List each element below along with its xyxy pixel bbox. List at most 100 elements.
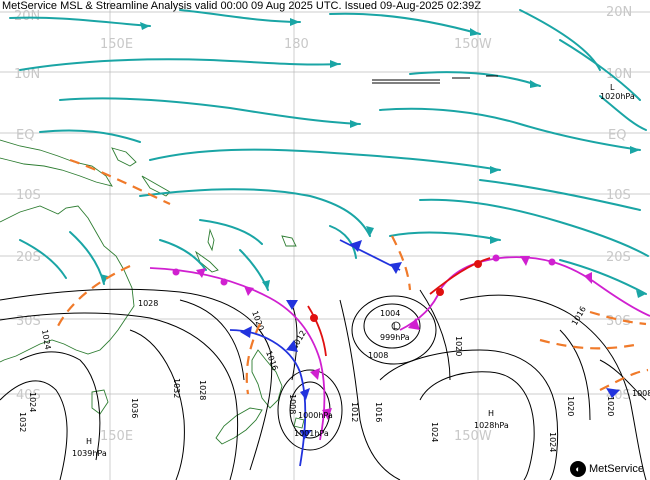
streamlines [9, 9, 649, 295]
trough-line [245, 323, 261, 395]
streamline [19, 239, 67, 279]
streamline [409, 71, 541, 87]
isobar-label: 1016 [570, 305, 588, 327]
streamline [329, 225, 357, 259]
isobar [0, 312, 239, 480]
streamline [559, 39, 641, 101]
streamline [559, 259, 647, 295]
svg-text:1020hPa: 1020hPa [600, 92, 635, 101]
warm-front-semicircle [436, 288, 444, 296]
streamline [419, 198, 649, 257]
brand-logo: ◐ MetService [569, 461, 644, 477]
occluded-front [399, 256, 650, 331]
brand-name: MetService [588, 463, 644, 475]
streamline-arrow [490, 236, 500, 244]
isobar-label: 1008 [368, 351, 388, 360]
streamline [139, 188, 371, 237]
streamline [179, 9, 301, 23]
streamline-arrow [636, 290, 646, 298]
streamline [59, 97, 361, 125]
svg-text:1001hPa: 1001hPa [294, 429, 329, 438]
isobar [339, 299, 401, 480]
vanuatu-coast [207, 228, 215, 252]
lon-label-top: 150E [100, 37, 133, 52]
cold-front-triangle [300, 388, 310, 400]
isobar-label: 1020 [606, 396, 615, 416]
streamline [199, 219, 263, 245]
tasmania-coast [91, 389, 109, 415]
streamline [379, 107, 641, 151]
cold-front-triangle [240, 326, 252, 338]
new-guinea-coast [0, 139, 113, 187]
streamline-arrow [262, 280, 270, 290]
isobar [599, 359, 647, 401]
isobar-label: 1008 [288, 394, 297, 414]
troughs [55, 158, 649, 395]
streamline-arrow [630, 146, 640, 154]
warm-front [429, 257, 491, 295]
streamline-arrow [530, 80, 540, 88]
isobar [459, 294, 647, 480]
occluded-front-symbol [196, 268, 206, 278]
isobar-label: 1016 [374, 402, 383, 422]
isobar-label: 1008 [632, 389, 650, 398]
lat-label-left: 40S [16, 388, 41, 403]
fiji-coast [281, 235, 297, 247]
warm-front-semicircle [474, 260, 482, 268]
new-caledonia-coast [195, 250, 219, 273]
trough-line [539, 338, 641, 350]
isobar [0, 380, 68, 480]
metservice-icon: ◐ [569, 461, 586, 477]
isobar-label: 1020 [566, 396, 575, 416]
streamline [149, 148, 501, 171]
streamline [39, 129, 141, 143]
occluded-front-symbol [322, 408, 332, 420]
streamline [19, 58, 341, 71]
isobar-label: 1032 [172, 378, 181, 398]
lat-label-left: 20S [16, 250, 41, 265]
svg-text:1000hPa: 1000hPa [298, 411, 333, 420]
isobar-label: 1028 [138, 299, 158, 308]
australia-coast [0, 205, 135, 363]
occluded-front [149, 267, 326, 441]
isobar [379, 349, 559, 480]
isobar-label: 1004 [380, 309, 400, 318]
isobar [0, 288, 273, 471]
isobar [351, 295, 437, 365]
streamline [69, 231, 105, 285]
lon-label-bottom: 150W [454, 429, 492, 444]
streamline [599, 95, 647, 131]
isobar [419, 289, 451, 381]
isobar [559, 329, 591, 421]
lat-label-left: 20N [14, 9, 40, 24]
streamline-arrow [366, 226, 374, 236]
streamline [479, 179, 641, 211]
streamline [159, 239, 207, 271]
solomons-coast [141, 175, 171, 197]
front-symbols [172, 240, 620, 440]
isobar-label: 1020 [454, 336, 463, 356]
isobar-label: 1024 [548, 432, 557, 452]
lon-label-bottom: 150E [100, 429, 133, 444]
high-center: H 1039hPa [72, 437, 107, 458]
streamline [9, 16, 151, 27]
streamline-arrow [290, 18, 300, 26]
low-center: 1001hPa [294, 429, 329, 438]
streamline-arrow [350, 120, 360, 128]
isobar [363, 303, 421, 349]
trough-line [55, 265, 131, 331]
nz-outlying-coast [293, 417, 305, 429]
occluded-front-symbol [220, 278, 228, 286]
occluded-front-symbol [172, 268, 180, 276]
occluded-front-symbol [310, 368, 320, 380]
isobar-label: 1024 [28, 392, 37, 412]
chart-title: MetService MSL & Streamline Analysis val… [2, 0, 481, 12]
lat-label-right: 20S [606, 250, 631, 265]
lat-label-left: 30S [16, 314, 41, 329]
isobar-label: 1024 [40, 329, 52, 351]
cold-front-triangle [606, 388, 620, 398]
low-center: 1000hPa [298, 411, 333, 420]
streamline-arrow [330, 60, 340, 68]
high-center: H 1028hPa [474, 409, 509, 430]
